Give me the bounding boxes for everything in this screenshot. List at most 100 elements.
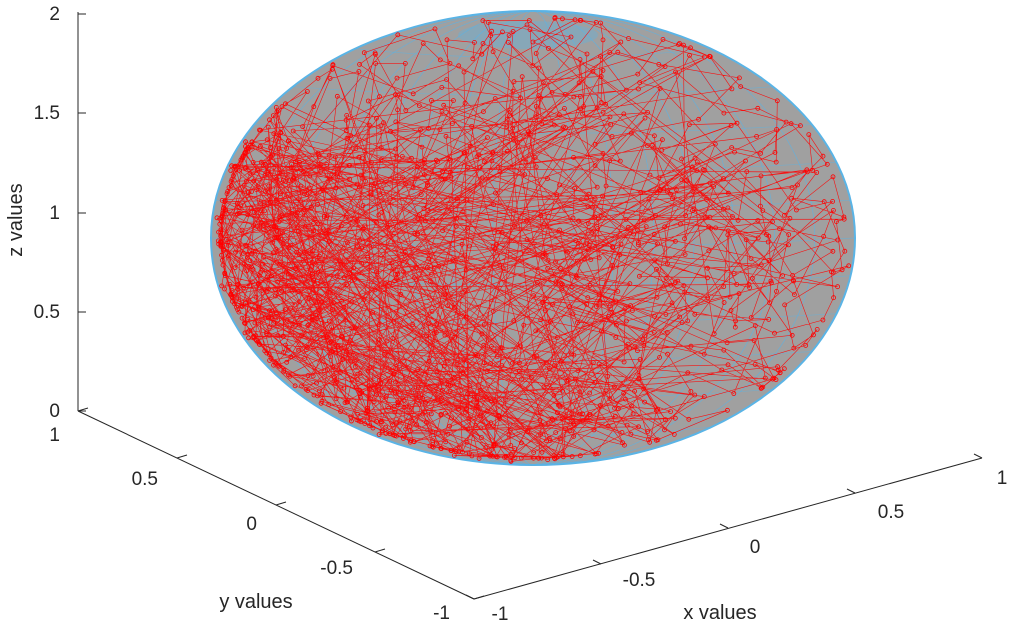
walk-point [288,305,294,311]
walk-point [451,452,457,458]
walk-point [577,94,583,99]
walk-point [589,204,595,210]
walk-point [393,146,399,152]
walk-point [229,298,235,304]
walk-point [679,320,685,325]
walk-point [607,396,613,402]
walk-point [301,249,307,255]
walk-point [249,144,255,150]
walk-point [459,241,465,247]
walk-point [275,317,281,323]
walk-point [701,351,707,357]
walk-point [242,321,248,326]
x-tick-label: -1 [492,604,509,625]
z-ticks: 0 0.5 1 1.5 2 [34,4,86,422]
y-tick-mark [473,595,485,600]
walk-point [595,225,600,231]
walk-point [292,383,298,389]
walk-point [569,284,575,290]
walk-point [758,203,763,209]
walk-point [592,380,598,386]
walk-point [493,190,498,196]
walk-point [747,285,752,291]
walk-point [343,128,349,134]
walk-point [621,359,627,365]
walk-point [319,186,325,192]
walk-point [760,384,766,390]
walk-point [791,278,796,284]
walk-point [505,40,511,45]
walk-point [548,319,553,325]
walk-point [454,196,460,202]
walk-point [767,300,772,306]
walk-point [292,302,298,308]
walk-point [466,416,472,422]
walk-point [306,322,312,328]
walk-point [275,279,281,285]
walk-point [324,161,330,167]
walk-point [321,335,327,341]
walk-point [425,183,430,188]
walk-point [622,442,627,448]
walk-point [416,103,422,108]
y-tick-mark [176,454,188,459]
walk-point [230,173,236,179]
walk-point [410,185,416,191]
walk-point [423,419,429,425]
walk-point [789,185,795,191]
walk-point [625,224,631,230]
walk-point [539,121,545,127]
walk-point [440,228,446,234]
walk-point [271,131,277,137]
walk-point [510,88,516,94]
walk-point [603,101,608,107]
walk-point [661,186,666,192]
walk-point [275,362,281,368]
walk-point [731,391,737,396]
walk-point [414,422,420,428]
walk-point [636,240,641,246]
walk-point [456,63,462,69]
walk-point [296,159,302,165]
walk-point [367,264,373,270]
x-axis-title: x values [683,602,756,624]
walk-point [675,278,681,284]
walk-point [347,271,353,277]
walk-point [665,261,670,267]
walk-point [782,212,787,218]
walk-point [296,322,302,328]
walk-point [447,423,453,429]
walk-point [227,281,233,287]
walk-point [712,141,718,147]
sphere-meridian-line [291,10,775,466]
walk-point [365,408,371,414]
walk-point [376,432,382,438]
walk-point [354,181,360,187]
walk-point [262,188,268,194]
walk-point [467,143,473,149]
walk-point [549,90,555,95]
walk-point [289,211,295,217]
walk-point [651,231,657,237]
walk-point [538,95,543,101]
walk-point [379,209,385,215]
walk-point [252,320,258,326]
walk-point [447,169,453,175]
walk-point [538,432,543,438]
walk-point [315,75,321,81]
walk-point [839,267,845,273]
walk-point [806,132,812,138]
walk-point [357,370,363,376]
walk-point [258,127,264,133]
walk-point [415,385,421,391]
walk-point [353,146,359,152]
x-axis-line [473,457,983,600]
walk-point [283,178,289,184]
walk-point [663,417,668,423]
walk-point [607,114,613,120]
walk-point [299,333,305,339]
walk-point [557,182,562,188]
walk-point [308,205,314,210]
walk-point [256,306,262,312]
walk-point [820,153,826,159]
